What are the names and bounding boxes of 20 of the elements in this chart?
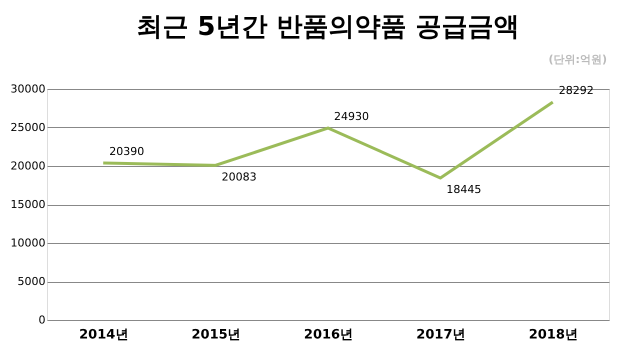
y-tick-label: 15000	[10, 198, 46, 211]
x-tick-label: 2016년	[304, 328, 354, 342]
x-tick-label: 2017년	[416, 328, 466, 342]
y-tick-label: 20000	[10, 160, 46, 172]
line-series	[102, 100, 554, 180]
y-tick-label: 5000	[18, 275, 46, 288]
data-label: 24930	[334, 110, 369, 124]
x-tick-label: 2018년	[528, 328, 578, 342]
data-label: 28292	[558, 84, 594, 98]
y-tick-label: 10000	[10, 236, 46, 250]
y-tick-label: 30000	[10, 82, 46, 96]
y-tick-label: 25000	[10, 121, 46, 134]
chart-title: 최근 5년간 반품의약품 공급금액	[136, 12, 520, 42]
x-tick-label: 2014년	[79, 328, 128, 342]
x-tick-label: 2015년	[192, 328, 241, 342]
y-tick-label: 0	[38, 314, 46, 326]
data-label: 20083	[222, 170, 257, 184]
data-label: 20390	[109, 144, 144, 158]
data-label: 18445	[446, 182, 482, 196]
text: (단위:억원)	[548, 53, 607, 66]
